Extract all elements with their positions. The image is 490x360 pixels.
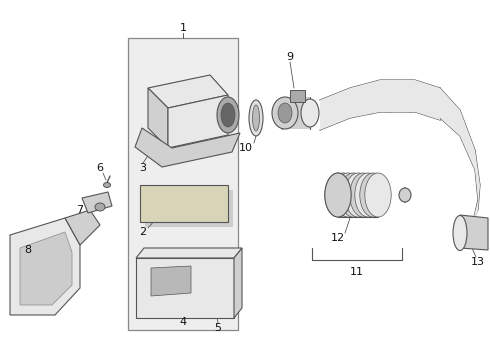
Ellipse shape [345,173,371,217]
Polygon shape [20,232,72,305]
Ellipse shape [335,173,361,217]
Polygon shape [460,215,488,250]
Polygon shape [136,248,242,258]
Text: 6: 6 [97,163,103,173]
Ellipse shape [249,100,263,136]
Ellipse shape [95,203,105,211]
Text: 8: 8 [24,245,31,255]
Polygon shape [82,192,112,213]
Text: 4: 4 [179,317,187,327]
Ellipse shape [355,173,381,217]
Polygon shape [10,218,80,315]
Text: 12: 12 [331,233,345,243]
Bar [128,38,238,330]
Polygon shape [148,88,168,148]
Ellipse shape [340,173,366,217]
Bar [282,97,310,129]
Ellipse shape [301,99,319,127]
Text: 2: 2 [140,227,147,237]
Text: 3: 3 [140,163,147,173]
Bar [140,185,228,222]
Ellipse shape [360,173,386,217]
Polygon shape [145,190,233,227]
Ellipse shape [103,183,111,188]
Text: 5: 5 [215,323,221,333]
Polygon shape [136,258,234,318]
Ellipse shape [272,97,298,129]
Polygon shape [320,80,440,130]
Ellipse shape [399,188,411,202]
Polygon shape [148,75,228,108]
Polygon shape [440,88,480,225]
Polygon shape [151,266,191,296]
Polygon shape [168,95,228,148]
Ellipse shape [453,216,467,251]
Text: 1: 1 [179,23,187,33]
Ellipse shape [325,173,351,217]
Ellipse shape [221,103,235,127]
Bar [290,90,305,102]
Ellipse shape [252,105,260,131]
Ellipse shape [217,97,239,133]
Text: 7: 7 [76,205,84,215]
Polygon shape [135,128,240,167]
Ellipse shape [350,173,376,217]
Ellipse shape [330,173,356,217]
Text: 9: 9 [287,52,294,62]
Polygon shape [234,248,242,318]
Ellipse shape [325,173,351,217]
Text: 10: 10 [239,143,253,153]
Text: 11: 11 [350,267,364,277]
Text: 13: 13 [471,257,485,267]
Polygon shape [65,210,100,245]
Ellipse shape [365,173,391,217]
Ellipse shape [278,103,292,123]
